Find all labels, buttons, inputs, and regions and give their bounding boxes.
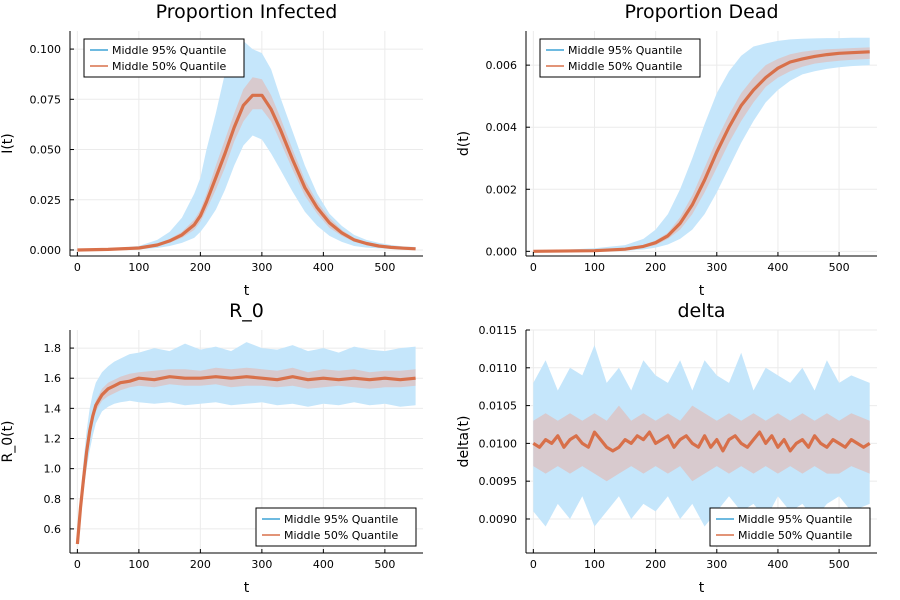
y-tick-label: 0.0090 xyxy=(479,513,518,526)
y-tick-label: 0.075 xyxy=(30,93,62,106)
median-line xyxy=(533,50,870,253)
legend-entry-label: Middle 50% Quantile xyxy=(568,60,683,73)
y-axis-label: delta(t) xyxy=(456,416,472,468)
x-tick-label: 200 xyxy=(645,261,666,274)
legend-box xyxy=(83,38,245,78)
y-tick-label: 0.0115 xyxy=(479,324,518,337)
band-95-quantile xyxy=(77,342,416,544)
x-tick-label: 200 xyxy=(190,261,211,274)
y-tick-label: 1.6 xyxy=(44,372,62,385)
y-tick-label: 0.002 xyxy=(486,183,518,196)
y-tick-label: 0.006 xyxy=(486,59,518,72)
x-tick-label: 300 xyxy=(251,558,272,571)
x-tick-label: 400 xyxy=(313,558,334,571)
x-tick-label: 0 xyxy=(530,558,537,571)
x-tick-label: 400 xyxy=(313,261,334,274)
y-tick-label: 0.0095 xyxy=(479,475,518,488)
x-tick-label: 100 xyxy=(128,558,149,571)
legend-entry-label: Middle 95% Quantile xyxy=(284,513,399,526)
x-tick-label: 500 xyxy=(829,261,850,274)
y-axis-label: d(t) xyxy=(456,131,472,156)
x-tick-label: 0 xyxy=(74,261,81,274)
panel-title: delta xyxy=(677,300,725,322)
x-tick-label: 500 xyxy=(374,558,395,571)
panel-4: 0 100 200 300 400 500 0.0090 0.0095 0.0100 0.0105… xyxy=(456,300,877,596)
legend-box xyxy=(539,38,701,78)
panel-3: 0 100 200 300 400 500 0.6 0.8 1.0 1.2 1.4 1.6 1.8 R_0… xyxy=(0,300,423,596)
median-line xyxy=(77,93,416,252)
x-axis-label: t xyxy=(244,580,250,596)
y-tick-label: 1.0 xyxy=(44,463,62,476)
x-tick-label: 300 xyxy=(706,558,727,571)
y-tick-label: 0.0100 xyxy=(479,437,518,450)
y-tick-label: 0.050 xyxy=(30,144,62,157)
x-tick-label: 500 xyxy=(374,261,395,274)
band-95-quantile xyxy=(77,41,416,250)
y-tick-label: 0.8 xyxy=(44,493,62,506)
y-tick-label: 0.025 xyxy=(30,194,62,207)
legend: Middle 95% Quantile Middle 50% Quantile xyxy=(539,38,701,78)
median-line xyxy=(75,375,416,545)
x-tick-label: 400 xyxy=(767,558,788,571)
x-tick-label: 300 xyxy=(251,261,272,274)
y-tick-label: 0.6 xyxy=(44,523,62,536)
legend-entry-label: Middle 50% Quantile xyxy=(738,529,853,542)
legend: Middle 95% Quantile Middle 50% Quantile xyxy=(255,507,417,547)
legend-entry-label: Middle 95% Quantile xyxy=(568,44,683,57)
x-tick-label: 200 xyxy=(645,558,666,571)
legend-entry-label: Middle 95% Quantile xyxy=(738,513,853,526)
x-axis-label: t xyxy=(699,580,705,596)
y-tick-label: 1.8 xyxy=(44,342,62,355)
panel-title: Proportion Infected xyxy=(156,1,338,23)
legend-box xyxy=(255,507,417,547)
x-tick-label: 300 xyxy=(706,261,727,274)
legend-entry-label: Middle 50% Quantile xyxy=(112,60,227,73)
x-axis-label: t xyxy=(699,283,705,299)
x-tick-label: 200 xyxy=(190,558,211,571)
y-tick-label: 0.0110 xyxy=(479,362,518,375)
band-50-quantile xyxy=(77,77,416,250)
y-tick-label: 0.000 xyxy=(486,245,518,258)
median-line xyxy=(532,430,871,453)
y-tick-label: 0.100 xyxy=(30,43,62,56)
panel-2: 0 100 200 300 400 500 0.000 0.002 0.004 0.006 Prop… xyxy=(456,1,877,299)
legend: Middle 95% Quantile Middle 50% Quantile xyxy=(83,38,245,78)
y-tick-label: 0.0105 xyxy=(479,400,518,413)
legend-entry-label: Middle 50% Quantile xyxy=(284,529,399,542)
x-tick-label: 0 xyxy=(530,261,537,274)
y-tick-label: 0.004 xyxy=(486,121,518,134)
x-axis-label: t xyxy=(244,283,250,299)
legend: Middle 95% Quantile Middle 50% Quantile xyxy=(709,507,871,547)
y-tick-label: 1.4 xyxy=(44,402,62,415)
band-95-quantile xyxy=(533,37,870,252)
y-axis-label: I(t) xyxy=(0,133,16,154)
x-tick-label: 100 xyxy=(128,261,149,274)
x-tick-label: 400 xyxy=(767,261,788,274)
legend-entry-label: Middle 95% Quantile xyxy=(112,44,227,57)
band-50-quantile xyxy=(77,367,416,544)
panel-title: R_0 xyxy=(229,300,264,322)
y-axis-label: R_0(t) xyxy=(0,420,16,462)
panel-1: 0 100 200 300 400 500 0.000 0.025 0.050 0.075 0.10… xyxy=(0,1,423,299)
y-tick-label: 1.2 xyxy=(44,432,62,445)
x-tick-label: 100 xyxy=(584,261,605,274)
x-tick-label: 0 xyxy=(74,558,81,571)
panel-title: Proportion Dead xyxy=(624,1,778,23)
x-tick-label: 100 xyxy=(584,558,605,571)
y-tick-label: 0.000 xyxy=(30,244,62,257)
legend-box xyxy=(709,507,871,547)
x-tick-label: 500 xyxy=(829,558,850,571)
